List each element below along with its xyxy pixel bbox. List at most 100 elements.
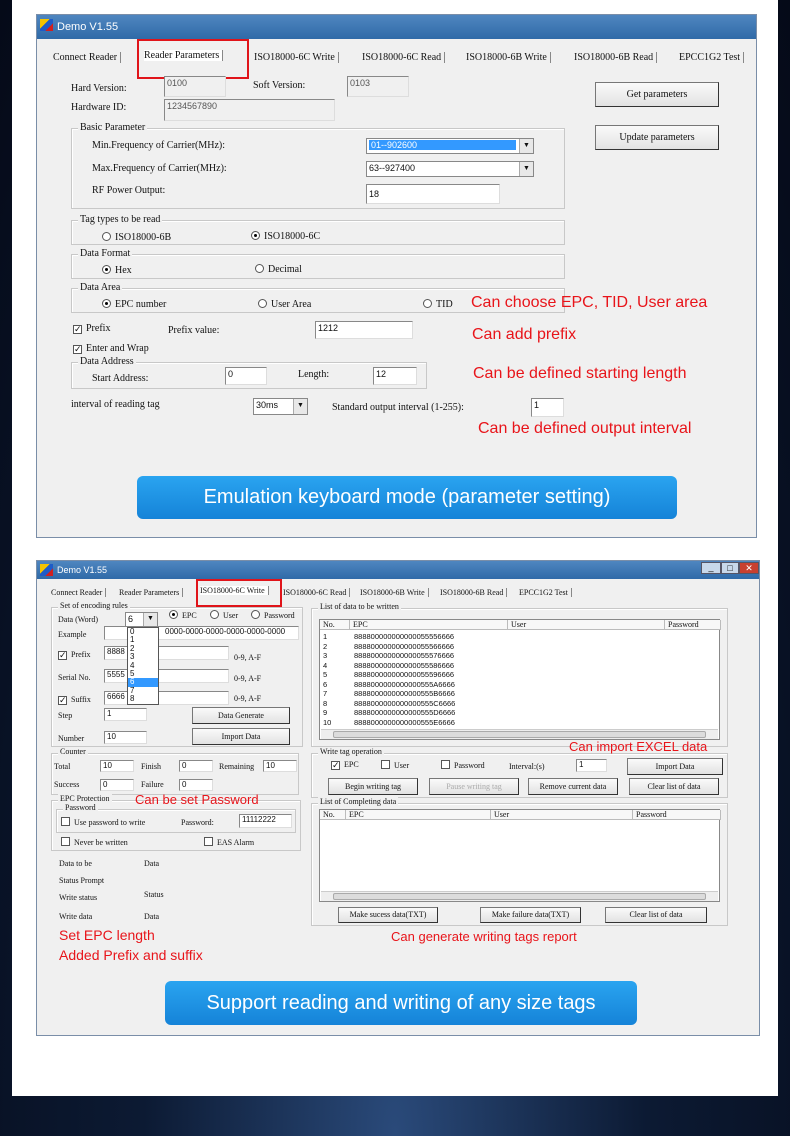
minimize-button[interactable]: _ (701, 562, 721, 574)
pause-writing-button[interactable]: Pause writing tag (429, 778, 519, 795)
column-header-epc[interactable]: EPC (346, 810, 491, 820)
tab-6b-read[interactable]: ISO18000-6B Read (440, 588, 508, 597)
table-row[interactable]: 1 888800000000000055556666 (323, 632, 454, 641)
step-field[interactable]: 1 (104, 708, 147, 721)
make-failure-button[interactable]: Make failure data(TXT) (480, 907, 581, 923)
dropdown-option[interactable]: 7 (130, 685, 135, 695)
begin-writing-button[interactable]: Begin writing tag (328, 778, 418, 795)
column-header-no[interactable]: No. (320, 810, 346, 820)
update-parameters-button[interactable]: Update parameters (595, 125, 719, 150)
maximize-button[interactable]: □ (721, 562, 739, 574)
dropdown-option[interactable]: 6 (128, 678, 158, 687)
tab-6c-read[interactable]: ISO18000-6C Read (362, 52, 446, 63)
column-header-epc[interactable]: EPC (350, 620, 508, 630)
length-field[interactable]: 12 (373, 367, 417, 385)
radio-epc[interactable]: EPC (169, 610, 197, 620)
dropdown-option[interactable]: 2 (130, 643, 135, 653)
radio-password[interactable]: Password (251, 610, 295, 620)
chevron-down-icon[interactable]: ▼ (293, 399, 307, 414)
op-interval-field[interactable]: 1 (576, 759, 607, 772)
column-header-user[interactable]: User (491, 810, 633, 820)
op-password-checkbox[interactable]: Password (441, 760, 485, 770)
enter-wrap-checkbox[interactable]: ✓ Enter and Wrap (73, 343, 149, 354)
chevron-down-icon[interactable]: ▼ (519, 162, 533, 176)
data-word-select[interactable]: 6 ▼ (125, 612, 158, 627)
dropdown-option[interactable]: 1 (130, 635, 135, 645)
suffix-checkbox[interactable]: ✓ Suffix (58, 695, 91, 705)
make-success-button[interactable]: Make sucess data(TXT) (338, 907, 438, 923)
radio-user-area[interactable]: User Area (258, 299, 311, 310)
table-row[interactable]: 8 8888000000000000555C6666 (323, 699, 455, 708)
dropdown-option[interactable]: 8 (130, 694, 135, 704)
table-row[interactable]: 6 8888000000000000555A6666 (323, 680, 455, 689)
min-freq-select[interactable]: 01--902600 ▼ (366, 138, 534, 154)
radio-iso18000-6b[interactable]: ISO18000-6B (102, 232, 171, 243)
use-password-checkbox[interactable]: Use password to write (61, 817, 145, 827)
tab-6c-write[interactable]: ISO18000-6C Write (200, 586, 269, 595)
dropdown-option[interactable]: 5 (130, 669, 135, 679)
op-user-checkbox[interactable]: User (381, 760, 409, 770)
tab-connect-reader[interactable]: Connect Reader (53, 52, 122, 63)
dropdown-option[interactable]: 4 (130, 660, 135, 670)
suffix-field[interactable]: 6666 (104, 691, 229, 705)
prefix-checkbox[interactable]: ✓ Prefix (58, 650, 91, 660)
hard-version-field[interactable]: 0100 (164, 76, 226, 97)
radio-tid[interactable]: TID (423, 299, 453, 310)
tab-6c-read[interactable]: ISO18000-6C Read (283, 588, 351, 597)
max-freq-select[interactable]: 63--927400 ▼ (366, 161, 534, 177)
tab-6c-write[interactable]: ISO18000-6C Write (254, 52, 339, 63)
tab-reader-parameters[interactable]: Reader Parameters (144, 50, 224, 61)
clear-list-button[interactable]: Clear list of data (629, 778, 719, 795)
table-row[interactable]: 7 8888000000000000555B6666 (323, 689, 455, 698)
column-header-no[interactable]: No. (320, 620, 350, 630)
op-epc-checkbox[interactable]: ✓ EPC (331, 760, 359, 770)
never-written-checkbox[interactable]: Never be written (61, 837, 128, 847)
start-address-field[interactable]: 0 (225, 367, 267, 385)
table-row[interactable]: 2 888800000000000055566666 (323, 642, 454, 651)
table-row[interactable]: 10 8888000000000000555E6666 (323, 718, 455, 727)
soft-version-field[interactable]: 0103 (347, 76, 409, 97)
radio-hex[interactable]: Hex (102, 265, 132, 276)
chevron-down-icon[interactable]: ▼ (143, 613, 157, 626)
radio-user[interactable]: User (210, 610, 238, 620)
radio-iso18000-6c[interactable]: ISO18000-6C (251, 231, 320, 242)
clear-completed-button[interactable]: Clear list of data (605, 907, 707, 923)
tab-6b-read[interactable]: ISO18000-6B Read (574, 52, 658, 63)
tab-reader-parameters[interactable]: Reader Parameters (119, 588, 184, 597)
tab-epcc1g2-test[interactable]: EPCC1G2 Test (519, 588, 572, 597)
prefix-value-field[interactable]: 1212 (315, 321, 413, 339)
eas-alarm-checkbox[interactable]: EAS Alarm (204, 837, 254, 847)
rf-power-field[interactable]: 18 (366, 184, 500, 204)
table-row[interactable]: 9 8888000000000000555D6666 (323, 708, 455, 717)
close-button[interactable]: ✕ (739, 562, 759, 574)
prefix-field[interactable]: 8888 (104, 646, 229, 660)
get-parameters-button[interactable]: Get parameters (595, 82, 719, 107)
scrollbar-thumb[interactable] (333, 893, 706, 900)
std-interval-field[interactable]: 1 (531, 398, 564, 417)
tab-6b-write[interactable]: ISO18000-6B Write (466, 52, 551, 63)
data-generate-button[interactable]: Data Generate (192, 707, 290, 724)
column-header-password[interactable]: Password (665, 620, 721, 630)
prefix-checkbox[interactable]: ✓ Prefix (73, 323, 110, 334)
column-header-user[interactable]: User (508, 620, 665, 630)
import-data-button[interactable]: Import Data (192, 728, 290, 745)
horizontal-scrollbar[interactable] (321, 891, 718, 901)
op-import-data-button[interactable]: Import Data (627, 758, 723, 775)
serial-field[interactable]: 5555 (104, 669, 229, 683)
radio-decimal[interactable]: Decimal (255, 264, 302, 275)
password-field[interactable]: 11112222 (239, 814, 292, 828)
number-field[interactable]: 10 (104, 731, 147, 744)
interval-select[interactable]: 30ms ▼ (253, 398, 308, 415)
table-row[interactable]: 5 888800000000000055596666 (323, 670, 454, 679)
remove-current-data-button[interactable]: Remove current data (528, 778, 618, 795)
tab-6b-write[interactable]: ISO18000-6B Write (360, 588, 429, 597)
tab-connect-reader[interactable]: Connect Reader (51, 588, 107, 597)
column-header-password[interactable]: Password (633, 810, 721, 820)
table-row[interactable]: 3 888800000000000055576666 (323, 651, 454, 660)
scrollbar-thumb[interactable] (333, 731, 706, 738)
hardware-id-field[interactable]: 1234567890 (164, 99, 335, 121)
tab-epcc1g2-test[interactable]: EPCC1G2 Test (679, 52, 745, 63)
table-row[interactable]: 4 888800000000000055586666 (323, 661, 454, 670)
dropdown-option[interactable]: 3 (130, 652, 135, 662)
